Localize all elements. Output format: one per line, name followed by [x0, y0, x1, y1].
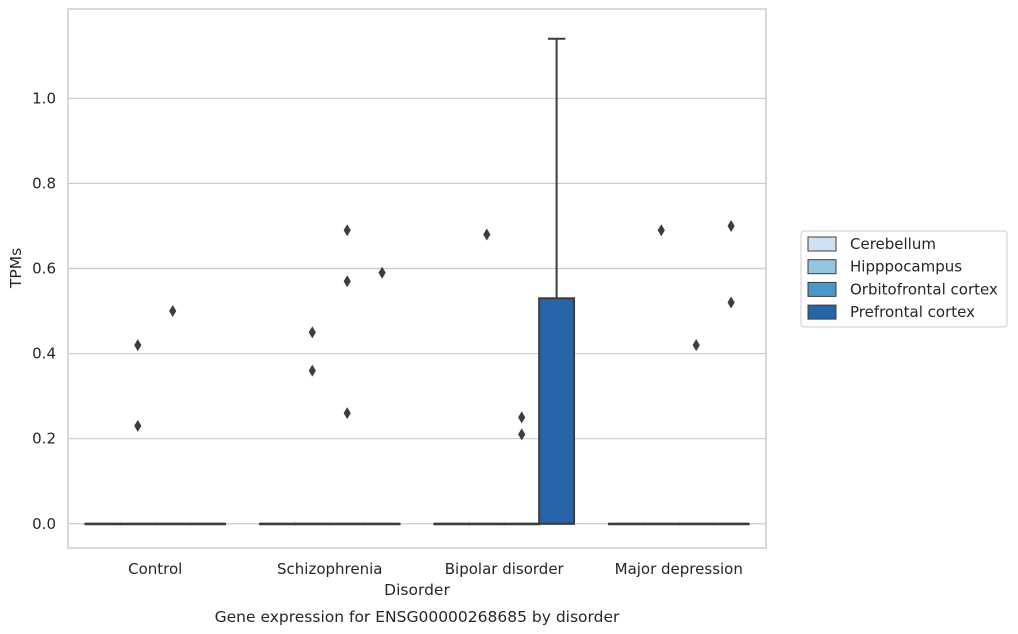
box-2-2: [503, 522, 541, 526]
outlier-point: [657, 224, 665, 237]
outlier-point: [378, 266, 386, 279]
box-1-3: [363, 522, 401, 526]
legend-label: Hipppocampus: [850, 258, 962, 276]
boxes: [84, 37, 750, 526]
outlier-point: [308, 364, 316, 377]
legend-swatch: [807, 236, 837, 252]
x-tick-label: Bipolar disorder: [445, 560, 565, 578]
legend-swatch: [807, 304, 837, 320]
outlier-point: [134, 419, 142, 432]
box-1-0: [258, 522, 296, 526]
legend-frame: [800, 230, 1008, 328]
outlier-point: [169, 305, 177, 318]
y-tick-labels: 0.0 0.2 0.4 0.6 0.8 1.0: [32, 89, 56, 532]
outliers: [134, 219, 735, 441]
y-axis-title: TPMs: [7, 248, 25, 289]
y-tick-label: 0.8: [32, 174, 56, 192]
outlier-point: [727, 296, 735, 309]
y-tick-label: 1.0: [32, 89, 56, 107]
y-tick-label: 0.6: [32, 260, 56, 278]
x-tick-label: Major depression: [615, 560, 743, 578]
box-3-1: [642, 522, 680, 526]
box-2-3: [538, 37, 576, 525]
box-0-0: [84, 522, 122, 526]
y-tick-label: 0.2: [32, 430, 56, 448]
box-body: [538, 297, 576, 525]
box-3-0: [607, 522, 645, 526]
outlier-point: [343, 275, 351, 288]
box-2-0: [433, 522, 471, 526]
plot-frame: [67, 8, 767, 549]
outlier-point: [692, 339, 700, 352]
x-axis-title: Disorder: [384, 581, 450, 599]
box-3-3: [712, 522, 750, 526]
legend-swatch: [807, 281, 837, 297]
x-tick-label: Schizophrenia: [277, 560, 382, 578]
box-1-2: [328, 522, 366, 526]
legend-label: Cerebellum: [850, 235, 936, 253]
outlier-point: [343, 224, 351, 237]
outlier-point: [518, 411, 526, 424]
box-3-2: [677, 522, 715, 526]
x-tick-label: Control: [128, 560, 182, 578]
outlier-point: [727, 219, 735, 232]
y-tick-label: 0.0: [32, 515, 56, 533]
outlier-point: [343, 407, 351, 420]
legend: Cerebellum Hipppocampus Orbitofrontal cort…: [800, 230, 1008, 328]
box-2-1: [468, 522, 506, 526]
x-tick-labels: Control Schizophrenia Bipolar disorder Majo…: [128, 560, 743, 578]
outlier-point: [134, 339, 142, 352]
outlier-point: [518, 428, 526, 441]
legend-label: Prefrontal cortex: [850, 303, 975, 321]
box-0-2: [154, 522, 192, 526]
outlier-point: [483, 228, 491, 241]
y-tick-label: 0.4: [32, 345, 56, 363]
outlier-point: [308, 326, 316, 339]
box-0-3: [189, 522, 227, 526]
box-1-1: [293, 522, 331, 526]
legend-label: Orbitofrontal cortex: [850, 280, 998, 298]
chart-title: Gene expression for ENSG00000268685 by d…: [215, 608, 620, 626]
box-0-1: [119, 522, 157, 526]
legend-swatch: [807, 259, 837, 275]
